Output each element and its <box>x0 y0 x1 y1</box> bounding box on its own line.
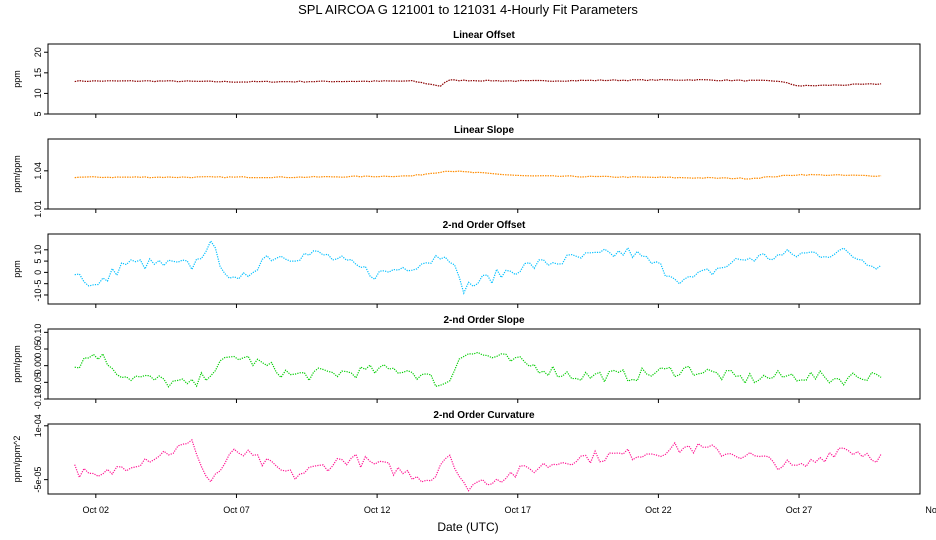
plot-frame <box>47 43 921 115</box>
panel-1: Linear Offset ppm 5 10 15 20 <box>12 30 921 118</box>
x-tick-label: Oct 17 <box>504 505 531 515</box>
y-tick-label: -5e-05 <box>33 467 43 493</box>
y-tick-label: 10 <box>33 245 43 255</box>
x-tick-label: Oct 12 <box>364 505 391 515</box>
y-tick-label: 5 <box>33 111 43 116</box>
panel-5: 2-nd Order Curvature ppm/ppm^2 -5e-05 1e-04… <box>12 410 936 515</box>
panel-4: 2-nd Order Slope ppm/ppm -0.10-0.050.000.0… <box>12 315 921 410</box>
y-tick-label: 0 <box>33 270 43 275</box>
panels: Linear Offset ppm 5 10 15 20 Linear Slope ppm/p… <box>12 30 936 515</box>
y-tick-label: -10 <box>33 288 43 301</box>
y-tick-label: -0.05 <box>33 372 43 393</box>
y-axis-label: ppm/ppm <box>12 345 22 383</box>
panel-title: 2-nd Order Offset <box>443 220 526 231</box>
plot-frame <box>47 138 921 210</box>
panel-title: 2-nd Order Curvature <box>433 410 535 421</box>
series-line <box>74 170 882 180</box>
y-tick-label: -5 <box>33 280 43 288</box>
y-tick-label: 5 <box>33 259 43 264</box>
panel-3: 2-nd Order Offset ppm -10-5 0 5 10 <box>12 220 921 308</box>
panel-2: Linear Slope ppm/ppm 1.01 1.04 <box>12 125 921 218</box>
plot-frame <box>47 233 921 305</box>
y-tick-label: 1e-04 <box>33 414 43 437</box>
y-tick-label: -0.10 <box>33 389 43 410</box>
panel-title: Linear Offset <box>453 30 515 41</box>
y-tick-label: 0.00 <box>33 357 43 375</box>
y-tick-label: 0.05 <box>33 340 43 358</box>
panel-title: Linear Slope <box>454 125 514 136</box>
plot-frame <box>47 328 921 400</box>
series-line <box>74 438 882 492</box>
y-axis-label: ppm/ppm <box>12 155 22 193</box>
chart-title: SPL AIRCOA G 121001 to 121031 4-Hourly F… <box>298 2 638 17</box>
plot-frame <box>47 423 921 495</box>
x-tick-label: Oct 07 <box>223 505 250 515</box>
y-axis-label: ppm <box>12 70 22 88</box>
y-tick-label: 1.04 <box>33 162 43 180</box>
series-line <box>74 351 882 388</box>
x-axis-title: Date (UTC) <box>437 520 498 534</box>
x-tick-label: Oct 02 <box>83 505 110 515</box>
y-tick-label: 10 <box>33 88 43 98</box>
x-tick-label: Nov 01 <box>925 505 936 515</box>
y-tick-label: 1.01 <box>33 200 43 218</box>
panel-title: 2-nd Order Slope <box>443 315 525 326</box>
y-tick-label: 20 <box>33 47 43 57</box>
series-line <box>74 239 882 295</box>
y-axis-label: ppm <box>12 260 22 278</box>
x-tick-label: Oct 27 <box>786 505 813 515</box>
y-axis-label: ppm/ppm^2 <box>12 436 22 483</box>
y-tick-label: 15 <box>33 68 43 78</box>
x-tick-label: Oct 22 <box>645 505 672 515</box>
y-tick-label: 0.10 <box>33 324 43 342</box>
series-line <box>74 78 882 87</box>
